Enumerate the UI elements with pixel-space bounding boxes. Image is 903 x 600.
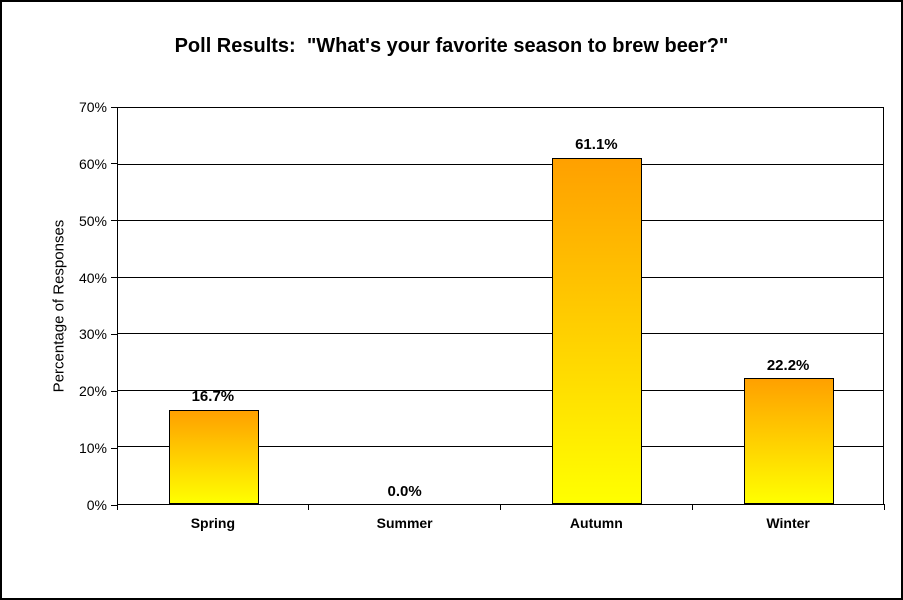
y-tick-label: 50% (78, 212, 107, 229)
y-axis-title: Percentage of Responses (50, 219, 68, 393)
y-axis-tick (111, 163, 117, 165)
y-tick-label: 30% (78, 326, 107, 343)
y-axis-tick (111, 106, 117, 108)
x-axis-tick (116, 504, 118, 510)
y-axis-tick (111, 447, 117, 449)
bar-value-label-spring: 16.7% (191, 388, 235, 406)
x-axis-tick (500, 504, 501, 510)
y-tick-label: 40% (78, 269, 107, 286)
x-axis-tick (883, 504, 885, 510)
gridline (118, 163, 883, 165)
bar-value-label-winter: 22.2% (766, 356, 810, 374)
y-tick-label: 0% (86, 497, 107, 513)
bar-winter (744, 378, 835, 504)
x-category-label-summer: Summer (376, 515, 433, 531)
gridline (118, 276, 883, 278)
y-axis-tick (111, 333, 117, 335)
bar-value-label-autumn: 61.1% (575, 135, 618, 153)
gridline (118, 220, 883, 222)
x-axis-tick (308, 504, 310, 510)
bar-autumn (552, 158, 643, 504)
x-axis-tick (691, 504, 693, 510)
gridline (118, 333, 883, 335)
y-axis-tick (111, 390, 117, 392)
y-tick-label: 70% (78, 99, 107, 115)
bar-value-label-summer: 0.0% (387, 483, 422, 500)
y-tick-label: 10% (78, 440, 107, 457)
chart-title: Poll Results: "What's your favorite seas… (174, 35, 729, 57)
y-axis-tick (111, 277, 117, 279)
gridline (118, 446, 883, 448)
x-category-label-spring: Spring (190, 515, 236, 531)
x-category-label-autumn: Autumn (569, 515, 623, 531)
bar-spring (168, 409, 259, 504)
y-axis-tick (111, 504, 117, 506)
y-tick-label: 20% (78, 383, 107, 400)
x-category-label-winter: Winter (766, 515, 810, 531)
y-tick-label: 60% (78, 155, 107, 172)
gridline (118, 389, 883, 391)
y-axis-tick (111, 220, 117, 222)
plot-area (117, 107, 884, 505)
